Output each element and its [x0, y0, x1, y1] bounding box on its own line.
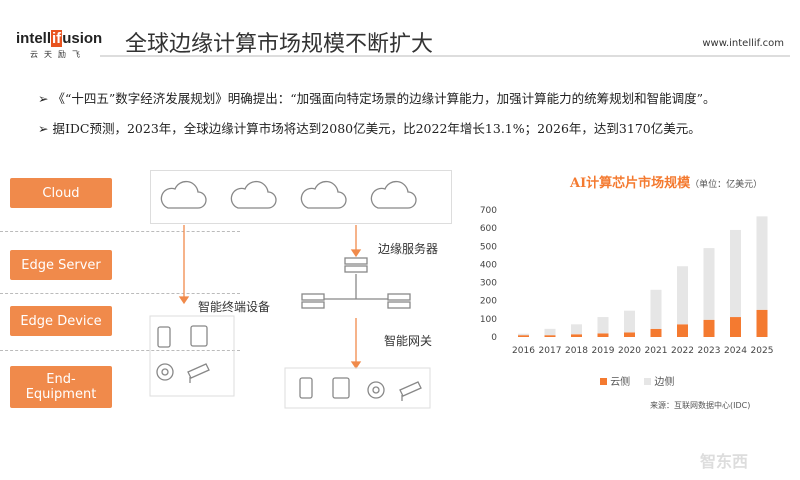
bar-cloud-2021 [650, 328, 662, 337]
bar-edge-2025 [756, 216, 768, 310]
bar-cloud-2020 [624, 332, 635, 337]
chart-legend: 云侧 边侧 [600, 373, 674, 388]
y-tick-label: 200 [480, 297, 497, 307]
bar-edge-2017 [544, 328, 556, 336]
cloud-icon [300, 180, 347, 209]
bullet-1: ➢ 《“十四五”数字经济发展规划》明确提出：“加强面向特定场景的边缘计算能力，加… [38, 91, 716, 106]
y-tick-label: 400 [480, 260, 497, 270]
edge-diagram [149, 180, 431, 409]
legend-cloud: 云侧 [600, 373, 630, 388]
legend-label: 边侧 [654, 377, 675, 388]
phone-icon [157, 326, 171, 348]
camera-icon [367, 381, 385, 399]
tablet-icon [190, 325, 208, 347]
bullet-text: 《“十四五”数字经济发展规划》明确提出：“加强面向特定场景的边缘计算能力，加强计… [52, 91, 716, 106]
bar-edge-2022 [677, 266, 688, 325]
divider [0, 350, 240, 351]
x-tick-label: 2019 [592, 346, 615, 356]
x-tick-label: 2017 [539, 346, 562, 356]
y-tick-label: 0 [491, 333, 497, 343]
terminal-label: 智能终端设备 [198, 300, 271, 314]
x-tick-label: 2025 [751, 346, 774, 356]
y-tick-label: 100 [480, 315, 497, 325]
chart-unit: （单位：亿美元） [690, 180, 763, 190]
bullet-text: 据IDC预测，2023年，全球边缘计算市场将达到2080亿美元，比2022年增长… [52, 121, 701, 136]
logo-text: usion [62, 30, 103, 47]
website-url: www.intellif.com [702, 38, 784, 49]
logo-text: intell [16, 30, 52, 47]
gateway-label: 智能网关 [384, 334, 433, 348]
camera-icon [156, 363, 174, 381]
divider [100, 55, 790, 57]
x-tick-label: 2018 [565, 346, 588, 356]
chart-title: AI计算芯片市场规模（单位：亿美元） [570, 172, 762, 191]
x-tick-label: 2022 [671, 346, 694, 356]
divider [0, 231, 240, 232]
y-tick-label: 300 [480, 279, 497, 289]
x-tick-label: 2024 [724, 346, 747, 356]
bar-edge-2021 [650, 289, 662, 329]
x-tick-label: 2021 [645, 346, 668, 356]
y-tick-label: 600 [480, 224, 497, 234]
edge-server-label: 边缘服务器 [378, 242, 439, 256]
bullet-2: ➢ 据IDC预测，2023年，全球边缘计算市场将达到2080亿美元，比2022年… [38, 121, 701, 136]
logo-subtitle: 云天励飞 [30, 50, 86, 59]
logo: intellifusion [16, 30, 102, 47]
legend-label: 云侧 [610, 377, 631, 388]
server-icon [387, 293, 411, 309]
bar-edge-2016 [518, 333, 529, 336]
cloud-icon [230, 180, 277, 209]
divider [0, 293, 240, 294]
bar-edge-2024 [730, 229, 741, 318]
cloud-icon [370, 180, 417, 209]
chart-title-text: AI计算芯片市场规模 [570, 176, 691, 191]
bar-cloud-2019 [597, 333, 609, 337]
x-tick-label: 2023 [698, 346, 721, 356]
watermark: 智东西 [700, 452, 749, 471]
cctv-icon [399, 381, 422, 401]
bar-cloud-2025 [756, 309, 768, 337]
slide-title: 全球边缘计算市场规模不断扩大 [125, 32, 434, 57]
layer-end-equipment: End-Equipment [10, 366, 112, 408]
server-icon [344, 257, 368, 273]
bar-cloud-2024 [730, 317, 741, 337]
y-tick-label: 700 [480, 206, 497, 216]
cctv-icon [187, 363, 210, 383]
cloud-icon [160, 180, 207, 209]
chart-source: 来源：互联网数据中心(IDC) [650, 401, 751, 410]
bar-cloud-2017 [544, 335, 556, 337]
bar-cloud-2023 [703, 319, 715, 337]
x-tick-label: 2020 [618, 346, 641, 356]
bar-edge-2023 [703, 248, 715, 320]
layer-cloud: Cloud [10, 178, 112, 208]
bar-cloud-2016 [518, 335, 529, 337]
layer-edge-server: Edge Server [10, 250, 112, 280]
server-icon [301, 293, 325, 309]
bar-cloud-2022 [677, 324, 688, 337]
tablet-icon [332, 377, 350, 399]
legend-edge: 边侧 [644, 373, 674, 388]
phone-icon [299, 377, 313, 399]
layer-edge-device: Edge Device [10, 306, 112, 336]
bar-edge-2019 [597, 317, 609, 334]
bar-cloud-2018 [571, 334, 582, 337]
x-tick-label: 2016 [512, 346, 535, 356]
bar-edge-2020 [624, 310, 635, 333]
logo-text: if [51, 30, 63, 47]
y-tick-label: 500 [480, 242, 497, 252]
bar-edge-2018 [571, 324, 582, 335]
